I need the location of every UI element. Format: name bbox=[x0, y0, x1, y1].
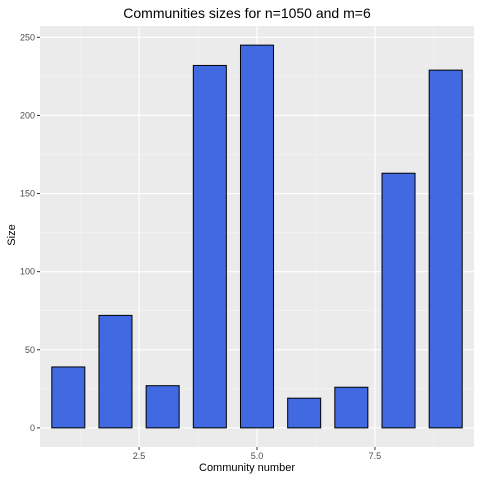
chart-title: Communities sizes for n=1050 and m=6 bbox=[123, 5, 371, 21]
x-axis-ticks: 2.5 5.0 7.5 bbox=[133, 447, 381, 461]
bar-community-9 bbox=[428, 69, 463, 429]
y-tick-label: 150 bbox=[20, 189, 35, 199]
bar-community-8 bbox=[381, 172, 416, 429]
y-tick-label: 200 bbox=[20, 110, 35, 120]
y-axis-ticks: 0 50 100 150 200 250 bbox=[20, 32, 40, 433]
bar-community-1 bbox=[51, 366, 86, 429]
y-tick-label: 50 bbox=[25, 345, 35, 355]
y-tick-label: 0 bbox=[30, 423, 35, 433]
bar-community-6 bbox=[287, 397, 322, 429]
bar-community-3 bbox=[145, 385, 180, 429]
bar-community-7 bbox=[334, 386, 369, 429]
x-tick-label: 2.5 bbox=[133, 451, 146, 461]
x-axis-title: Community number bbox=[199, 462, 295, 474]
y-tick-label: 250 bbox=[20, 32, 35, 42]
y-axis-title: Size bbox=[6, 224, 18, 245]
x-tick-label: 5.0 bbox=[251, 451, 264, 461]
bar-community-5 bbox=[239, 44, 275, 429]
bars bbox=[51, 44, 463, 429]
bar-community-4 bbox=[192, 64, 227, 429]
x-tick-label: 7.5 bbox=[369, 451, 382, 461]
bar-community-2 bbox=[98, 314, 133, 429]
y-tick-label: 100 bbox=[20, 267, 35, 277]
